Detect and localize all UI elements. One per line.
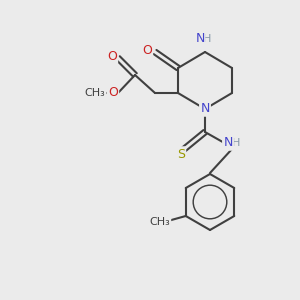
Text: H: H bbox=[232, 138, 240, 148]
Text: O: O bbox=[142, 44, 152, 56]
Text: CH₃: CH₃ bbox=[149, 217, 170, 227]
Text: N: N bbox=[195, 32, 205, 46]
Text: O: O bbox=[107, 50, 117, 62]
Text: CH₃: CH₃ bbox=[85, 88, 105, 98]
Text: N: N bbox=[200, 103, 210, 116]
Text: S: S bbox=[177, 148, 185, 160]
Text: N: N bbox=[223, 136, 233, 149]
Text: O: O bbox=[108, 86, 118, 100]
Text: H: H bbox=[203, 34, 211, 44]
